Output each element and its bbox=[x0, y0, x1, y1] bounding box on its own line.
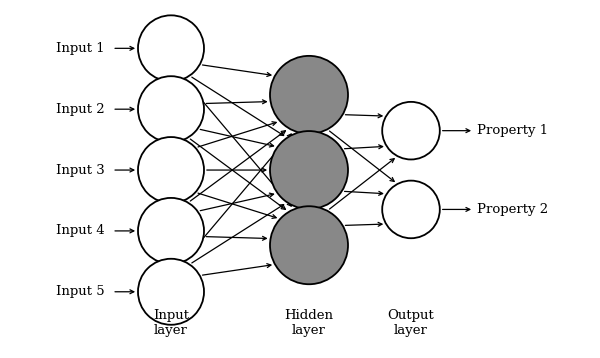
Text: Input 4: Input 4 bbox=[56, 224, 105, 237]
Ellipse shape bbox=[138, 259, 204, 325]
Text: Property 2: Property 2 bbox=[477, 203, 548, 216]
Ellipse shape bbox=[138, 198, 204, 264]
Text: Hidden
layer: Hidden layer bbox=[284, 309, 334, 337]
Text: Input 1: Input 1 bbox=[56, 42, 105, 55]
Text: Input 2: Input 2 bbox=[56, 103, 105, 116]
Ellipse shape bbox=[270, 206, 348, 284]
Ellipse shape bbox=[138, 137, 204, 203]
Text: Input
layer: Input layer bbox=[153, 309, 189, 337]
Text: Property 1: Property 1 bbox=[477, 124, 548, 137]
Ellipse shape bbox=[270, 56, 348, 134]
Text: Input 3: Input 3 bbox=[56, 164, 105, 176]
Text: Output
layer: Output layer bbox=[388, 309, 434, 337]
Ellipse shape bbox=[382, 102, 440, 159]
Ellipse shape bbox=[138, 15, 204, 81]
Ellipse shape bbox=[270, 131, 348, 209]
Ellipse shape bbox=[138, 76, 204, 142]
Ellipse shape bbox=[382, 181, 440, 238]
Text: Input 5: Input 5 bbox=[56, 285, 105, 298]
